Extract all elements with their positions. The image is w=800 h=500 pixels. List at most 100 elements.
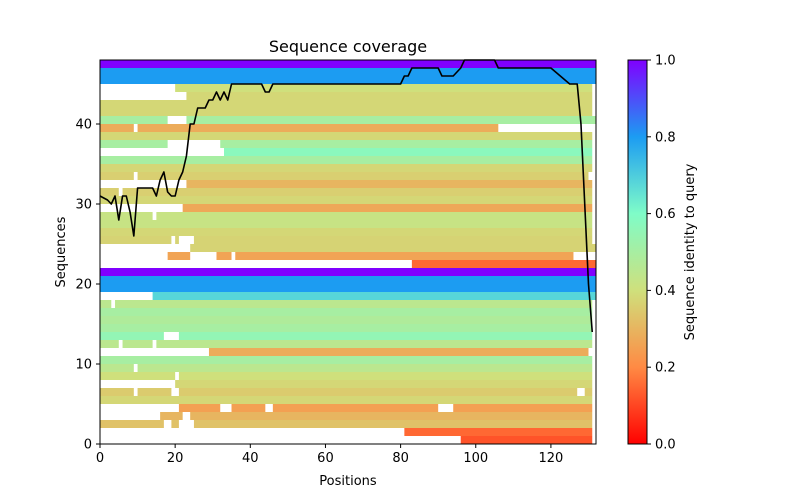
coverage-row-34-segment-0: [100, 164, 593, 172]
coverage-row-42-segment-0: [100, 100, 593, 108]
coverage-row-28-segment-0: [100, 212, 153, 220]
coverage-row-40-segment-1: [186, 116, 596, 124]
coverage-row-33-segment-0: [100, 172, 134, 180]
coverage-row-3-segment-0: [160, 412, 183, 420]
coverage-row-17-segment-0: [100, 300, 112, 308]
coverage-row-37-segment-1: [220, 140, 593, 148]
coverage-row-25-segment-2: [193, 236, 593, 244]
coverage-row-30-segment-0: [100, 196, 593, 204]
coverage-row-4-segment-0: [178, 404, 221, 412]
coverage-row-39-segment-0: [100, 124, 134, 132]
coverage-row-5-segment-0: [100, 396, 593, 404]
plot-frame: [99, 59, 597, 445]
coverage-row-10-segment-0: [100, 356, 593, 364]
x-tick-label-20: 20: [167, 451, 184, 466]
coverage-row-26-segment-0: [100, 228, 593, 236]
coverage-row-12-segment-1: [122, 340, 153, 348]
coverage-row-12-segment-0: [100, 340, 119, 348]
colorbar-tick-label-0: 0.0: [655, 438, 676, 453]
coverage-row-6-segment-2: [178, 388, 578, 396]
colorbar-ticks: 0.0 0.2 0.4 0.6 0.8 1.0: [647, 54, 676, 453]
coverage-row-20-segment-0: [100, 276, 596, 284]
coverage-row-38-segment-0: [100, 132, 593, 140]
colorbar-tick-label-5: 1.0: [655, 54, 676, 69]
coverage-row-31-segment-1: [122, 188, 593, 196]
y-tick-label-10: 10: [75, 358, 92, 373]
coverage-row-4-segment-1: [231, 404, 266, 412]
coverage-line: [99, 59, 594, 333]
coverage-row-2-segment-0: [100, 420, 164, 428]
coverage-row-15-segment-0: [100, 316, 593, 324]
coverage-row-28-segment-1: [156, 212, 593, 220]
coverage-row-0-segment-0: [460, 436, 593, 444]
x-axis-ticks: 0 20 40 60 80 100 120: [96, 444, 563, 466]
coverage-row-29-segment-0: [182, 204, 593, 212]
coverage-row-33-segment-1: [137, 172, 589, 180]
x-tick-label-40: 40: [242, 451, 259, 466]
coverage-row-23-segment-0: [167, 252, 191, 260]
colorbar-tick-label-2: 0.4: [655, 284, 676, 299]
coverage-row-11-segment-0: [208, 348, 589, 356]
coverage-row-24-segment-0: [190, 244, 596, 252]
y-tick-label-20: 20: [75, 278, 92, 293]
coverage-row-2-segment-2: [193, 420, 593, 428]
y-axis-label: Sequences: [54, 216, 69, 287]
coverage-line-layer: [99, 59, 594, 333]
coverage-row-45-segment-0: [100, 76, 596, 84]
coverage-row-8-segment-0: [100, 372, 176, 380]
coverage-row-19-segment-0: [100, 284, 596, 292]
coverage-row-43-segment-0: [186, 92, 593, 100]
coverage-row-9-segment-1: [137, 364, 593, 372]
coverage-row-23-segment-2: [235, 252, 574, 260]
coverage-row-17-segment-1: [115, 300, 593, 308]
x-tick-label-120: 120: [538, 451, 563, 466]
coverage-row-31-segment-0: [100, 188, 119, 196]
colorbar: [627, 59, 648, 445]
chart-title: Sequence coverage: [269, 37, 427, 56]
y-axis-ticks: 0 10 20 30 40: [75, 118, 100, 453]
coverage-row-4-segment-3: [453, 404, 593, 412]
colorbar-tick-label-3: 0.6: [655, 207, 676, 222]
coverage-row-47-segment-0: [100, 60, 596, 68]
coverage-row-16-segment-0: [100, 308, 593, 316]
coverage-row-13-segment-1: [178, 332, 593, 340]
coverage-row-32-segment-0: [186, 180, 593, 188]
coverage-row-8-segment-1: [178, 372, 593, 380]
x-axis-label: Positions: [319, 474, 377, 489]
coverage-row-4-segment-2: [272, 404, 439, 412]
colorbar-tick-label-1: 0.2: [655, 361, 676, 376]
coverage-row-27-segment-0: [100, 220, 593, 228]
coverage-row-6-segment-1: [137, 388, 172, 396]
coverage-row-40-segment-0: [100, 116, 168, 124]
heatmap-area: [100, 60, 596, 444]
y-tick-label-30: 30: [75, 198, 92, 213]
coverage-row-13-segment-0: [100, 332, 164, 340]
coverage-row-46-segment-0: [100, 68, 596, 76]
coverage-row-7-segment-0: [175, 380, 593, 388]
coverage-row-2-segment-1: [171, 420, 179, 428]
coverage-row-9-segment-0: [100, 364, 134, 372]
x-tick-label-60: 60: [317, 451, 334, 466]
coverage-row-37-segment-0: [100, 140, 168, 148]
coverage-row-25-segment-1: [175, 236, 179, 244]
x-tick-label-0: 0: [96, 451, 104, 466]
coverage-row-1-segment-0: [404, 428, 593, 436]
coverage-row-18-segment-0: [152, 292, 596, 300]
y-tick-label-0: 0: [84, 438, 92, 453]
coverage-row-6-segment-0: [100, 388, 134, 396]
coverage-row-25-segment-0: [100, 236, 172, 244]
coverage-row-39-segment-1: [137, 124, 499, 132]
coverage-row-12-segment-2: [156, 340, 593, 348]
x-tick-label-80: 80: [392, 451, 409, 466]
x-tick-label-100: 100: [463, 451, 488, 466]
coverage-row-44-segment-0: [175, 84, 593, 92]
y-tick-label-40: 40: [75, 118, 92, 133]
coverage-row-22-segment-0: [411, 260, 596, 268]
coverage-row-6-segment-3: [584, 388, 593, 396]
coverage-row-36-segment-0: [224, 148, 593, 156]
coverage-row-35-segment-0: [100, 156, 593, 164]
coverage-row-3-segment-1: [190, 412, 593, 420]
coverage-row-14-segment-0: [100, 324, 593, 332]
coverage-row-41-segment-0: [100, 108, 593, 116]
